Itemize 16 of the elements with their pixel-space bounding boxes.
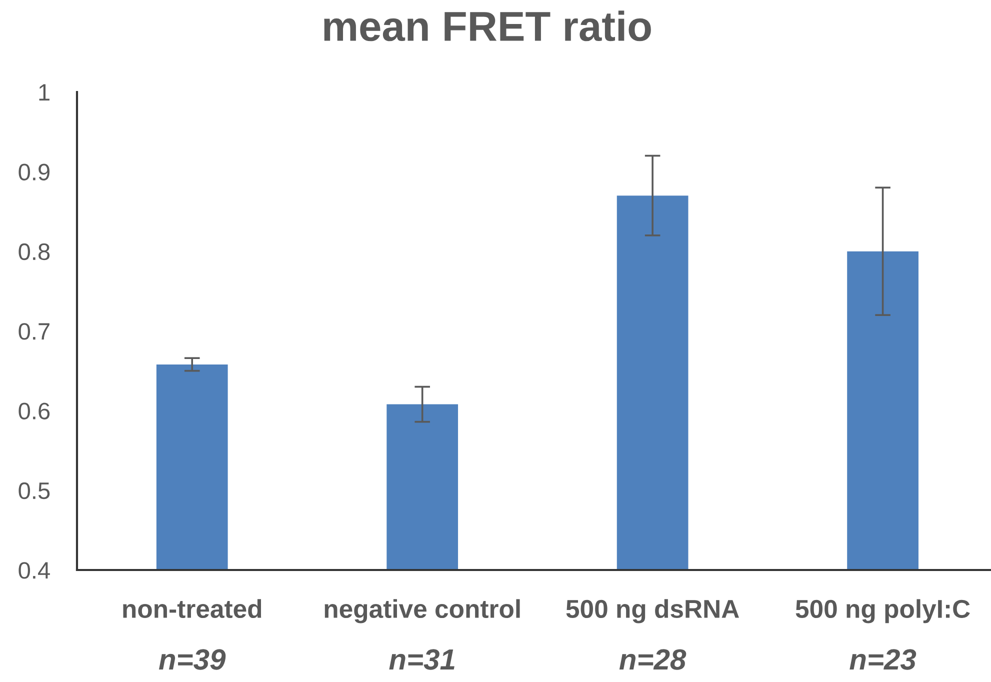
text: n=23 <box>850 649 916 670</box>
y-tick-label: 1 <box>39 84 50 101</box>
x-tick-label: negative control <box>324 599 520 624</box>
y-tick-label: 0.5 <box>18 482 50 500</box>
y-tick-label: 0.7 <box>18 323 50 340</box>
x-tick-label: 500 ng polyI:C <box>796 599 970 624</box>
y-tick-label: 0.6 <box>18 402 50 420</box>
chart-title: mean FRET ratio <box>324 10 651 42</box>
y-tick-label: 0.9 <box>18 164 50 180</box>
text: n=31 <box>389 649 454 670</box>
x-tick-label: 500 ng dsRNA <box>566 599 739 624</box>
y-tick-label: 0.4 <box>18 562 50 579</box>
x-tick-label: non-treated <box>123 599 262 618</box>
y-tick-label: 0.8 <box>18 243 50 260</box>
text: n=39 <box>158 649 226 670</box>
text: n=28 <box>619 649 686 670</box>
